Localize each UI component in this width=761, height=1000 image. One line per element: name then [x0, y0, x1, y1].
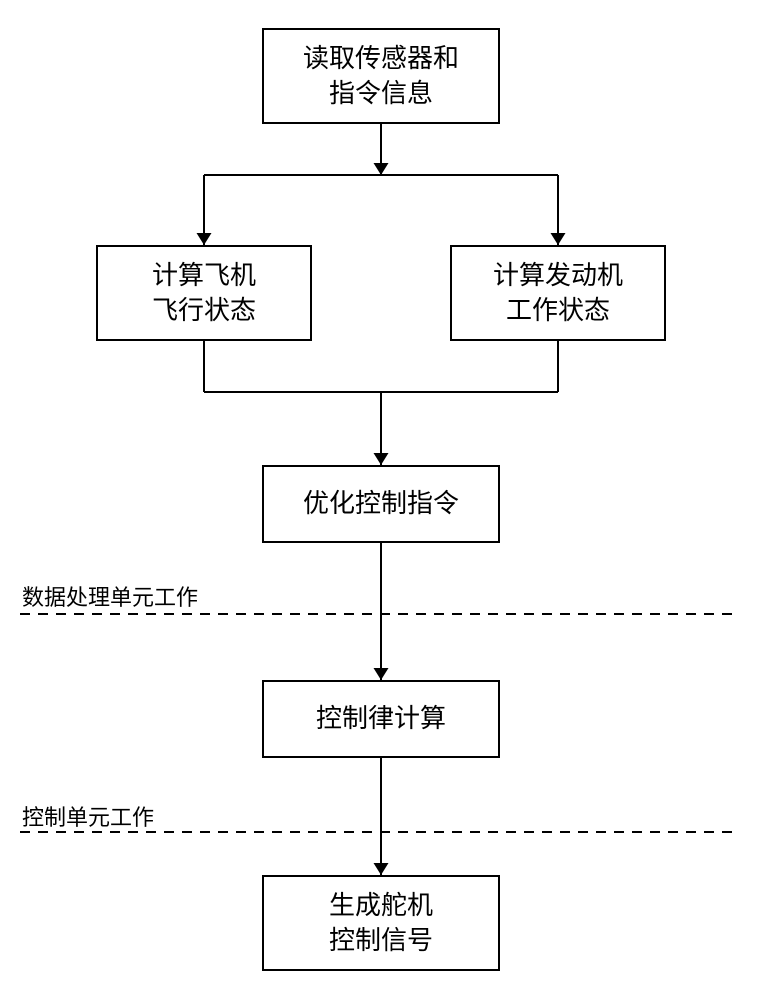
node-calc-engine: 计算发动机 工作状态 — [450, 245, 666, 341]
node-label: 计算飞机 飞行状态 — [152, 258, 256, 328]
node-label: 控制律计算 — [316, 701, 446, 736]
node-label: 优化控制指令 — [303, 486, 459, 521]
flowchart-canvas: 读取传感器和 指令信息 计算飞机 飞行状态 计算发动机 工作状态 优化控制指令 … — [0, 0, 761, 1000]
section-label-text: 控制单元工作 — [22, 805, 154, 830]
node-gen-servo: 生成舵机 控制信号 — [262, 875, 500, 971]
node-label: 读取传感器和 指令信息 — [303, 41, 459, 111]
node-label: 生成舵机 控制信号 — [329, 888, 433, 958]
node-calc-flight: 计算飞机 飞行状态 — [96, 245, 312, 341]
node-control-law: 控制律计算 — [262, 680, 500, 758]
node-label: 计算发动机 工作状态 — [493, 258, 623, 328]
section-label-data-unit: 数据处理单元工作 — [22, 580, 198, 612]
node-optimize-cmd: 优化控制指令 — [262, 465, 500, 543]
node-read-sensors: 读取传感器和 指令信息 — [262, 28, 500, 124]
section-label-control-unit: 控制单元工作 — [22, 800, 154, 832]
section-label-text: 数据处理单元工作 — [22, 585, 198, 610]
